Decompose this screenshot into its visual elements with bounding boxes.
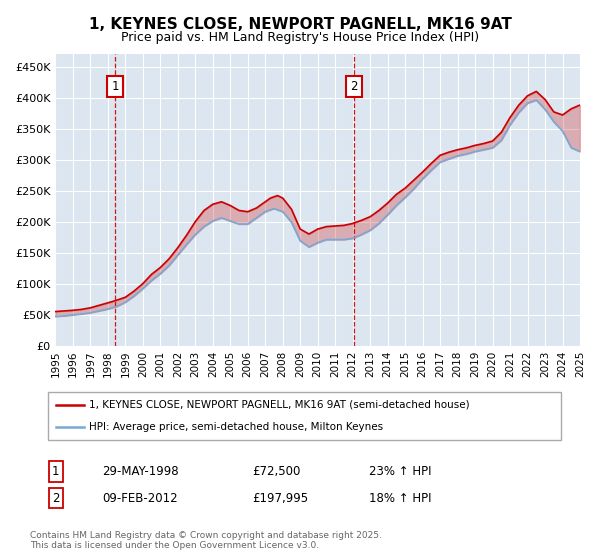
Text: Contains HM Land Registry data © Crown copyright and database right 2025.
This d: Contains HM Land Registry data © Crown c… — [30, 530, 382, 550]
Text: 1, KEYNES CLOSE, NEWPORT PAGNELL, MK16 9AT: 1, KEYNES CLOSE, NEWPORT PAGNELL, MK16 9… — [89, 17, 511, 32]
Text: 1: 1 — [112, 80, 119, 93]
Text: 2: 2 — [52, 492, 59, 505]
Text: 29-MAY-1998: 29-MAY-1998 — [102, 465, 179, 478]
Text: 2: 2 — [350, 80, 358, 93]
Text: 23% ↑ HPI: 23% ↑ HPI — [369, 465, 431, 478]
Text: 1, KEYNES CLOSE, NEWPORT PAGNELL, MK16 9AT (semi-detached house): 1, KEYNES CLOSE, NEWPORT PAGNELL, MK16 9… — [89, 400, 470, 410]
Text: £72,500: £72,500 — [252, 465, 301, 478]
Text: HPI: Average price, semi-detached house, Milton Keynes: HPI: Average price, semi-detached house,… — [89, 422, 383, 432]
Text: 18% ↑ HPI: 18% ↑ HPI — [369, 492, 431, 505]
Text: £197,995: £197,995 — [252, 492, 308, 505]
FancyBboxPatch shape — [48, 392, 561, 440]
Text: 1: 1 — [52, 465, 59, 478]
Text: Price paid vs. HM Land Registry's House Price Index (HPI): Price paid vs. HM Land Registry's House … — [121, 31, 479, 44]
Text: 09-FEB-2012: 09-FEB-2012 — [102, 492, 178, 505]
